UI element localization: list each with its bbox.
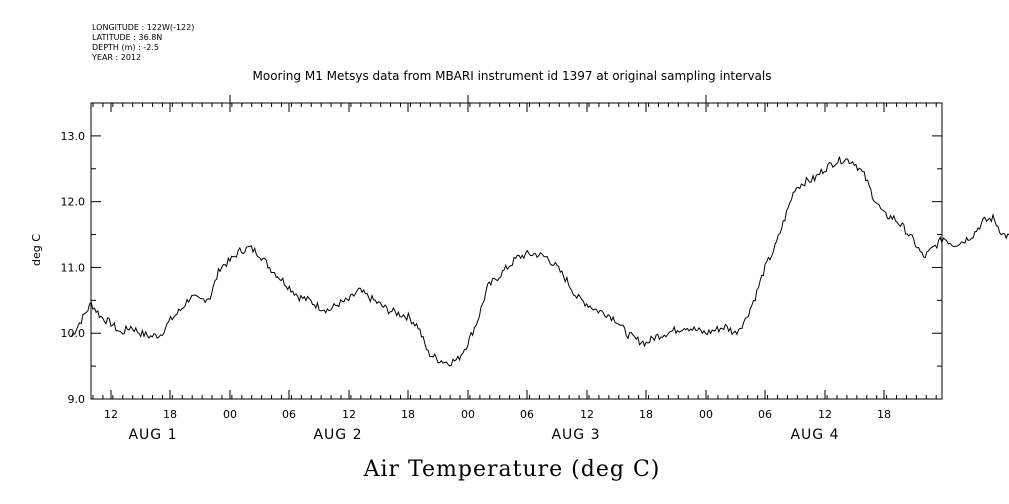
chart-title: Mooring M1 Metsys data from MBARI instru…: [253, 69, 772, 83]
day-label: AUG 3: [551, 427, 600, 443]
x-tick-label: 00: [461, 408, 475, 421]
y-axis-label: deg C: [30, 234, 43, 266]
x-tick-label: 18: [163, 408, 177, 421]
y-tick-label: 11.0: [61, 261, 86, 274]
x-tick-label: 00: [699, 408, 713, 421]
x-tick-label: 12: [818, 408, 832, 421]
x-tick-label: 12: [580, 408, 594, 421]
metadata-longitude: LONGITUDE : 122W(-122): [92, 23, 194, 32]
x-tick-label: 18: [877, 408, 891, 421]
x-tick-label: 18: [401, 408, 415, 421]
y-tick-label: 12.0: [61, 196, 86, 209]
metadata-depth: DEPTH (m) : -2.5: [92, 43, 159, 52]
day-label: AUG 4: [790, 427, 839, 443]
mooring-metadata: LONGITUDE : 122W(-122) LATITUDE : 36.8N …: [91, 23, 194, 62]
day-label: AUG 2: [313, 427, 362, 443]
x-tick-label: 12: [104, 408, 118, 421]
y-tick-label: 9.0: [68, 393, 86, 406]
metadata-latitude: LATITUDE : 36.8N: [92, 33, 162, 42]
day-label: AUG 1: [128, 427, 177, 443]
x-tick-label: 12: [342, 408, 356, 421]
x-axis: 12 18 00 06 12 18 00 06 12 18 00 06 12 18: [92, 95, 937, 421]
x-tick-label: 06: [758, 408, 772, 421]
metadata-year: YEAR : 2012: [91, 53, 141, 62]
x-tick-label: 00: [223, 408, 237, 421]
series-line: [70, 156, 1009, 367]
plot-frame: [90, 102, 943, 400]
x-tick-label: 18: [639, 408, 653, 421]
x-tick-label: 06: [520, 408, 534, 421]
day-labels: AUG 1 AUG 2 AUG 3 AUG 4: [128, 427, 839, 443]
x-axis-title: Air Temperature (deg C): [363, 457, 661, 482]
x-tick-label: 06: [282, 408, 296, 421]
y-axis: 9.010.011.012.013.0: [61, 102, 942, 406]
y-tick-label: 13.0: [61, 130, 86, 143]
